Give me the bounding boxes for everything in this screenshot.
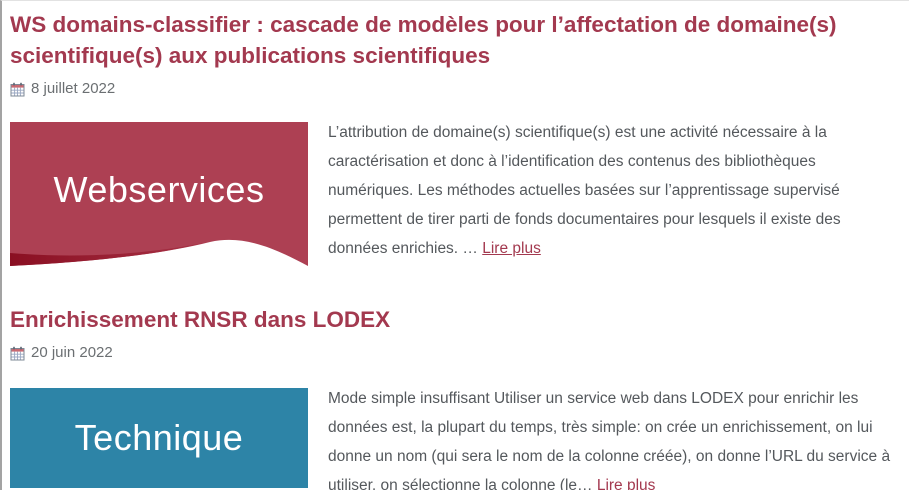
excerpt-text: Mode simple insuffisant Utiliser un serv… [328, 390, 891, 490]
post-excerpt: L’attribution de domaine(s) scientifique… [328, 118, 895, 272]
calendar-icon [10, 82, 25, 97]
banner-label: Webservices [53, 169, 265, 210]
post-item: Enrichissement RNSR dans LODEX 20 juin 2… [10, 304, 895, 490]
post-title[interactable]: WS domains-classifier : cascade de modèl… [10, 12, 837, 68]
calendar-icon [10, 346, 25, 361]
read-more-link[interactable]: Lire plus [482, 240, 541, 257]
post-body: Webservices L’attribution de domaine(s) … [10, 122, 895, 272]
post-date: 20 juin 2022 [31, 344, 113, 361]
post-title[interactable]: Enrichissement RNSR dans LODEX [10, 307, 391, 332]
wave-decoration [10, 239, 308, 272]
post-item: WS domains-classifier : cascade de modèl… [10, 9, 895, 272]
excerpt-text: L’attribution de domaine(s) scientifique… [328, 124, 841, 257]
post-meta: 8 juillet 2022 [10, 80, 895, 98]
read-more-link[interactable]: Lire plus [596, 477, 656, 490]
post-date: 8 juillet 2022 [31, 80, 116, 97]
featured-image-technique[interactable]: Technique [10, 388, 308, 488]
featured-image-webservices[interactable]: Webservices [10, 122, 308, 272]
post-body: Technique Mode simple insuffisant Utilis… [10, 388, 895, 490]
post-excerpt: Mode simple insuffisant Utiliser un serv… [328, 384, 895, 490]
banner-label: Technique [74, 417, 244, 458]
post-meta: 20 juin 2022 [10, 344, 895, 362]
